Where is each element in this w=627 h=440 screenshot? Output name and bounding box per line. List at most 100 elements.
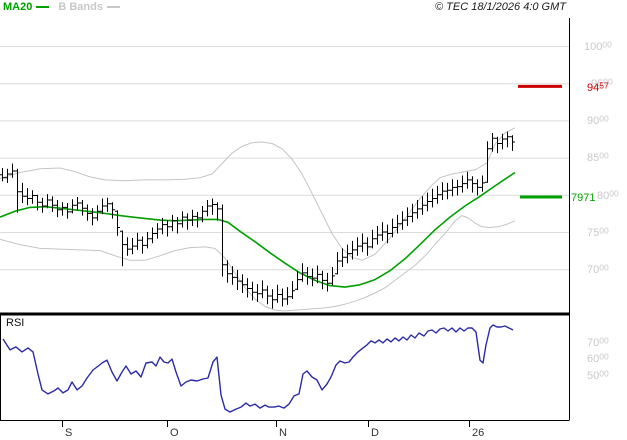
ohlc-bar[interactable]: [400, 211, 405, 230]
ohlc-bar[interactable]: [485, 141, 490, 183]
ohlc-bar[interactable]: [100, 198, 105, 215]
ohlc-bar[interactable]: [395, 214, 400, 234]
ohlc-bar[interactable]: [115, 210, 120, 236]
ohlc-bar[interactable]: [220, 204, 225, 277]
ohlc-bar[interactable]: [90, 208, 95, 226]
ohlc-bar[interactable]: [25, 188, 30, 206]
ohlc-bar[interactable]: [160, 217, 165, 235]
ohlc-bar[interactable]: [500, 133, 505, 150]
ohlc-bar[interactable]: [140, 236, 145, 254]
ohlc-bar[interactable]: [125, 237, 130, 256]
ohlc-bar[interactable]: [490, 133, 495, 152]
ohlc-bar[interactable]: [10, 163, 15, 178]
ohlc-bar[interactable]: [415, 200, 420, 219]
ohlc-bar[interactable]: [350, 240, 355, 260]
ohlc-bar[interactable]: [380, 222, 385, 241]
ohlc-bar[interactable]: [460, 175, 465, 193]
ohlc-bar[interactable]: [70, 199, 75, 214]
ohlc-bar[interactable]: [320, 270, 325, 290]
ohlc-bar[interactable]: [430, 188, 435, 208]
ohlc-bar[interactable]: [455, 179, 460, 196]
ohlc-bar[interactable]: [205, 200, 210, 217]
ohlc-bar[interactable]: [255, 284, 260, 302]
ohlc-bar[interactable]: [385, 224, 390, 244]
ohlc-bar[interactable]: [445, 182, 450, 200]
legend-item-bbands[interactable]: B Bands: [58, 1, 120, 13]
ohlc-bar[interactable]: [185, 213, 190, 230]
ohlc-bar[interactable]: [405, 207, 410, 226]
ohlc-bar[interactable]: [305, 267, 310, 285]
ohlc-bar[interactable]: [120, 230, 125, 267]
ohlc-bar[interactable]: [310, 268, 315, 287]
ohlc-bar[interactable]: [300, 263, 305, 282]
ohlc-bar[interactable]: [510, 135, 515, 151]
ohlc-bar[interactable]: [475, 179, 480, 196]
ohlc-bar[interactable]: [235, 269, 240, 290]
ohlc-bar[interactable]: [60, 202, 65, 216]
ohlc-bar[interactable]: [40, 197, 45, 213]
ohlc-bar[interactable]: [215, 202, 220, 221]
ohlc-bar[interactable]: [210, 198, 215, 215]
ohlc-bar[interactable]: [230, 266, 235, 285]
ohlc-bar[interactable]: [315, 265, 320, 284]
ohlc-bar[interactable]: [505, 131, 510, 148]
ohlc-bar[interactable]: [370, 229, 375, 249]
ohlc-bar[interactable]: [420, 196, 425, 215]
ohlc-bar[interactable]: [345, 244, 350, 264]
ohlc-bar[interactable]: [155, 223, 160, 239]
ohlc-bar[interactable]: [470, 176, 475, 193]
ohlc-bar[interactable]: [35, 194, 40, 211]
ohlc-bar[interactable]: [285, 287, 290, 305]
ohlc-bar[interactable]: [450, 179, 455, 197]
ohlc-bar[interactable]: [355, 237, 360, 256]
ohlc-bar[interactable]: [165, 220, 170, 237]
ohlc-bar[interactable]: [5, 168, 10, 183]
ohlc-bar[interactable]: [50, 196, 55, 212]
ohlc-bar[interactable]: [375, 226, 380, 245]
ohlc-bar[interactable]: [110, 202, 115, 219]
ohlc-bar[interactable]: [170, 214, 175, 232]
ohlc-bar[interactable]: [65, 203, 70, 219]
ohlc-bar[interactable]: [195, 211, 200, 228]
ohlc-bar[interactable]: [245, 278, 250, 298]
ohlc-bar[interactable]: [250, 281, 255, 301]
ohlc-bar[interactable]: [30, 190, 35, 204]
ohlc-bar[interactable]: [270, 289, 275, 309]
ohlc-bar[interactable]: [465, 171, 470, 189]
ohlc-bar[interactable]: [200, 206, 205, 223]
ohlc-bar[interactable]: [45, 194, 50, 209]
ohlc-bar[interactable]: [275, 284, 280, 303]
ohlc-bar[interactable]: [260, 280, 265, 299]
ohlc-bar[interactable]: [365, 237, 370, 256]
ohlc-bar[interactable]: [330, 267, 335, 286]
ohlc-bar[interactable]: [175, 217, 180, 234]
ohlc-bar[interactable]: [180, 211, 185, 228]
ohlc-bar[interactable]: [440, 182, 445, 200]
ohlc-bar[interactable]: [55, 200, 60, 218]
ohlc-bar[interactable]: [335, 252, 340, 275]
ohlc-bar[interactable]: [130, 238, 135, 255]
ohlc-bar[interactable]: [360, 233, 365, 253]
ohlc-bar[interactable]: [425, 192, 430, 212]
ohlc-bar[interactable]: [150, 227, 155, 244]
ohlc-bar[interactable]: [495, 136, 500, 154]
ohlc-bar[interactable]: [15, 168, 20, 213]
ohlc-bar[interactable]: [290, 281, 295, 299]
ohlc-bar[interactable]: [105, 197, 110, 212]
ohlc-bar[interactable]: [340, 248, 345, 267]
ohlc-bar[interactable]: [390, 218, 395, 238]
ohlc-bar[interactable]: [410, 203, 415, 223]
ohlc-bar[interactable]: [135, 232, 140, 250]
ohlc-bar[interactable]: [295, 270, 300, 290]
ohlc-bar[interactable]: [95, 205, 100, 221]
ohlc-bar[interactable]: [240, 274, 245, 293]
ohlc-bar[interactable]: [0, 168, 5, 182]
ohlc-bar[interactable]: [190, 209, 195, 226]
ohlc-bar[interactable]: [480, 175, 485, 192]
ohlc-bar[interactable]: [20, 182, 25, 203]
ohlc-bar[interactable]: [85, 204, 90, 221]
ohlc-bar[interactable]: [325, 272, 330, 292]
ohlc-bar[interactable]: [80, 200, 85, 216]
ohlc-bar[interactable]: [265, 285, 270, 305]
